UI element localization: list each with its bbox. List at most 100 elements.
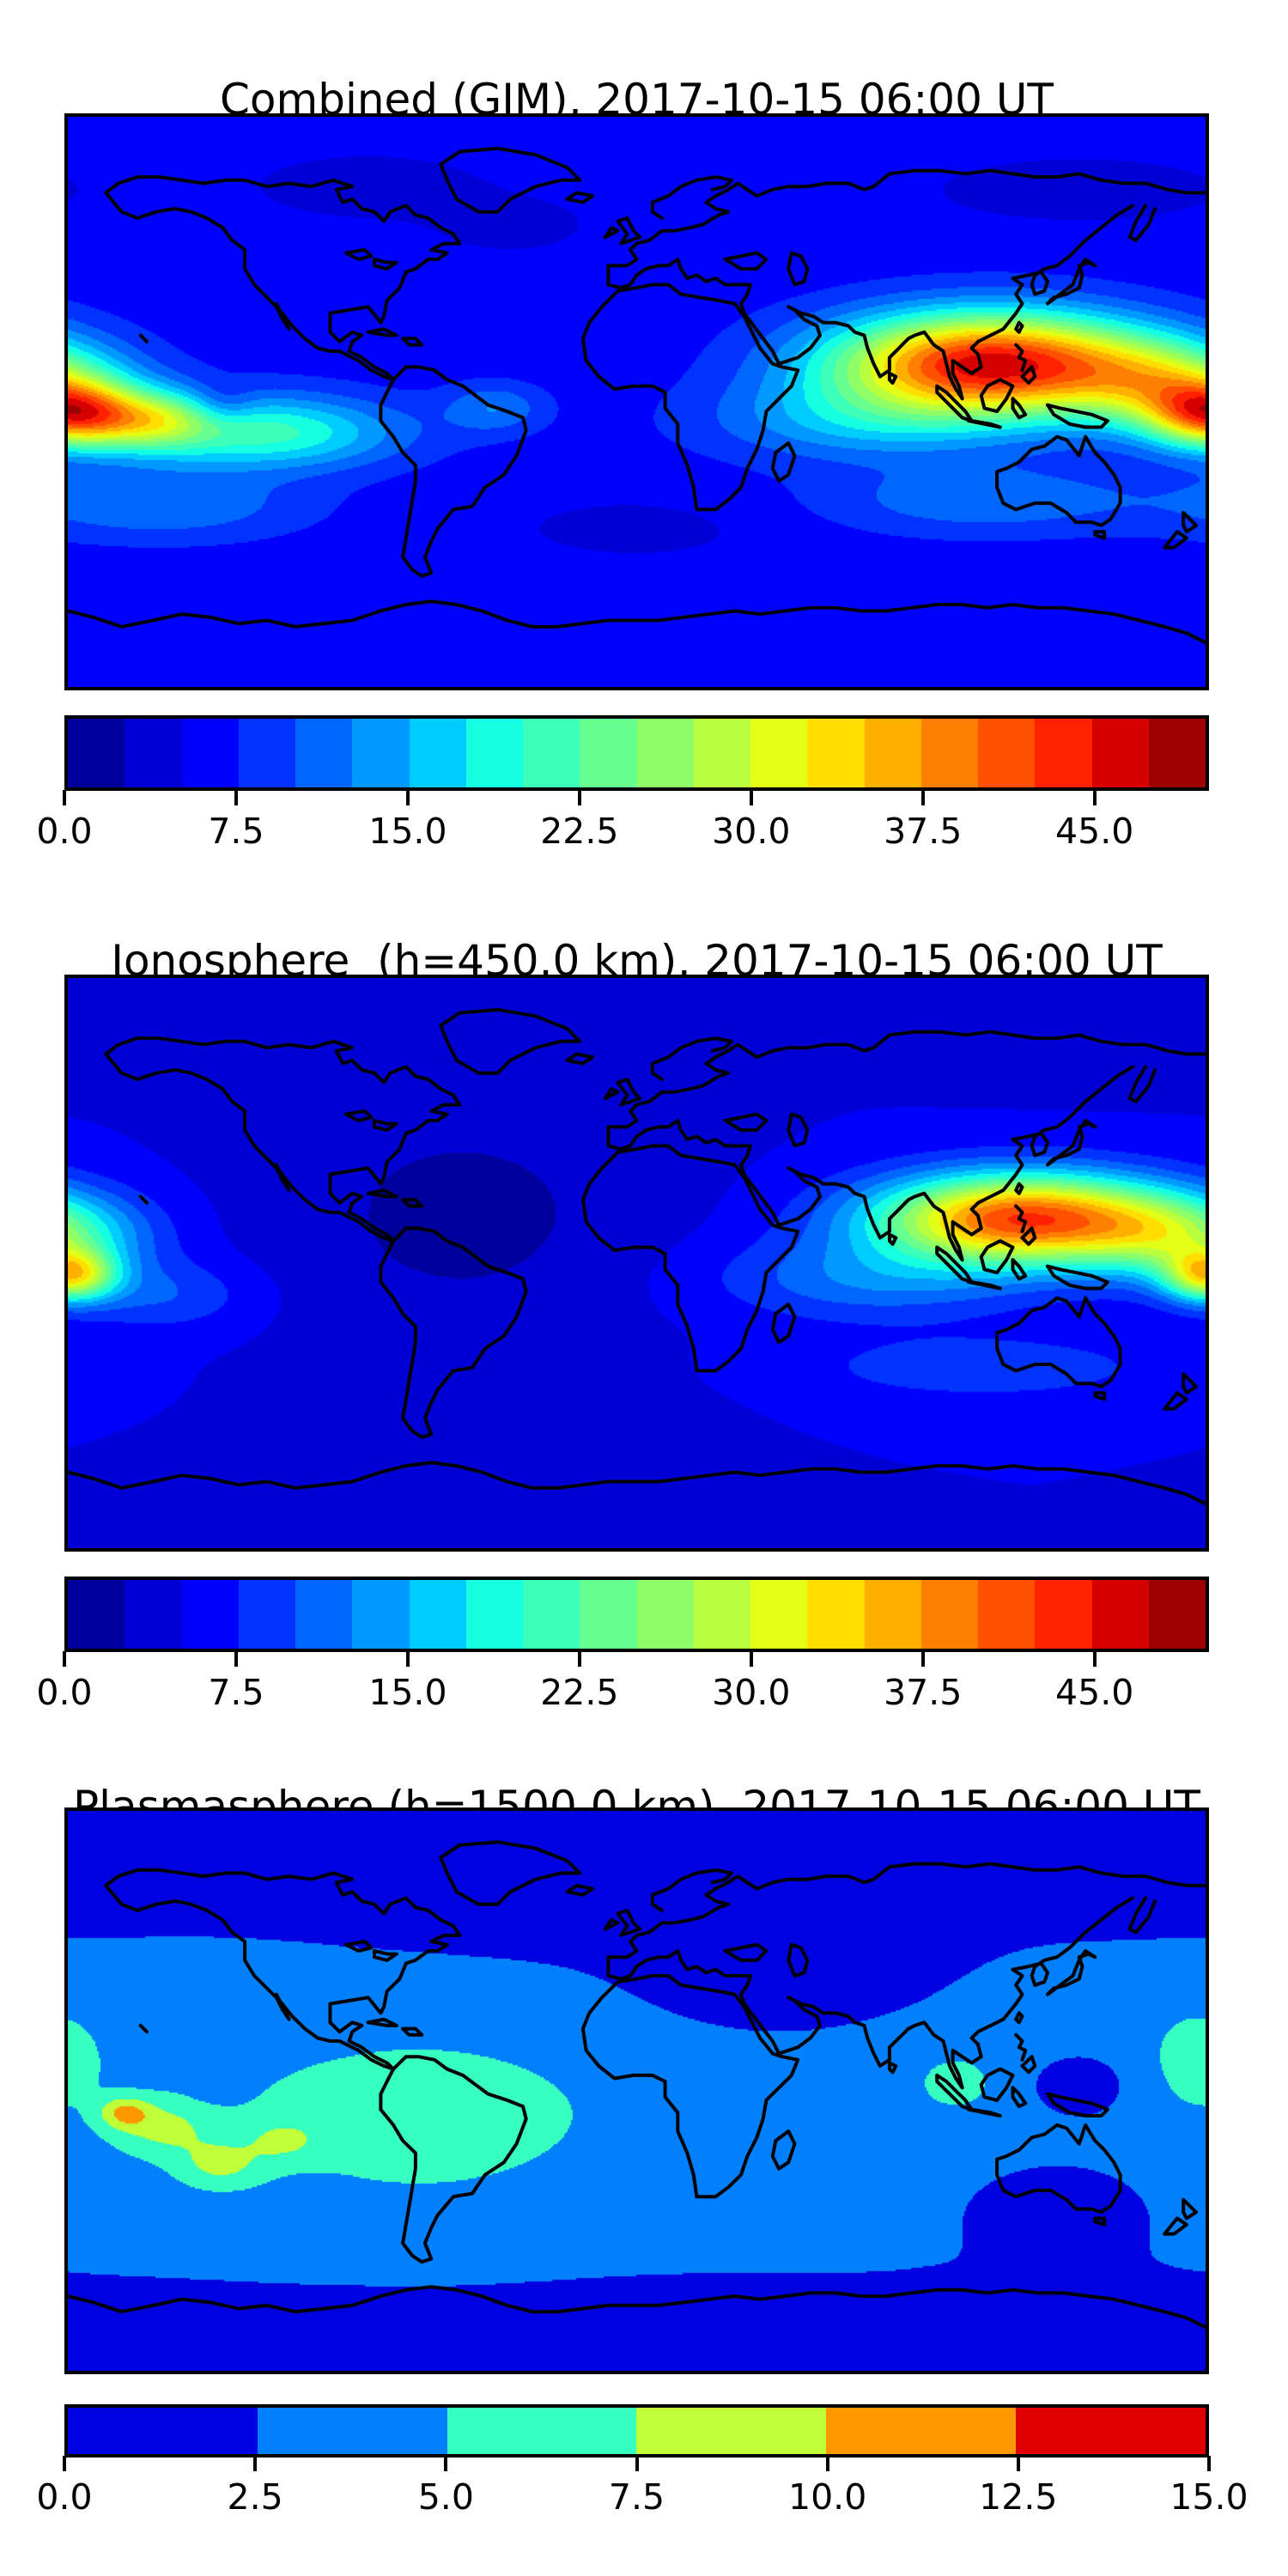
colorbar-segment: [1091, 719, 1149, 787]
colorbar-segment: [409, 1580, 466, 1649]
colorbar-segment: [181, 1580, 239, 1649]
colorbar-segment: [352, 1580, 410, 1649]
colorbar-segment: [693, 1580, 750, 1649]
coastline-path: [68, 146, 1206, 645]
colorbar-tick: [749, 790, 753, 805]
colorbar-segment: [1148, 1580, 1206, 1649]
colorbar-tick-label: 12.5: [979, 2476, 1058, 2518]
colorbar-tick-label: 7.5: [608, 2476, 665, 2518]
colorbar-segment: [920, 1580, 978, 1649]
colorbar-tick: [635, 2456, 639, 2471]
colorbar-tick-label: 7.5: [208, 811, 264, 852]
colorbar-tick: [63, 1651, 66, 1667]
colorbar-tick: [920, 790, 925, 805]
colorbar-tick: [1016, 2456, 1020, 2471]
colorbar-tick: [1092, 790, 1097, 805]
colorbar-tick-label: 22.5: [540, 1672, 619, 1713]
colorbar-segment: [978, 719, 1036, 787]
colorbar-tick-label: 15.0: [368, 811, 447, 852]
colorbar-tick-label: 30.0: [712, 1672, 791, 1713]
colorbar-segment: [125, 719, 182, 787]
colorbar-segment: [1035, 1580, 1092, 1649]
colorbar-segment: [750, 1580, 808, 1649]
colorbar-segment: [580, 1580, 637, 1649]
colorbar-segment: [181, 719, 239, 787]
colorbar-plasmasphere: [64, 2404, 1209, 2458]
colorbar-combined: [64, 715, 1209, 791]
colorbar-tick: [234, 1651, 238, 1667]
colorbar-tick: [63, 2456, 66, 2471]
colorbar-tick-label: 30.0: [712, 811, 791, 852]
colorbar-tick: [405, 790, 410, 805]
colorbar-tick-label: 0.0: [36, 1672, 93, 1713]
colorbar-tick: [825, 2456, 829, 2471]
coastline-path: [68, 1840, 1206, 2330]
colorbar-segment: [257, 2408, 447, 2454]
colorbar-tick-label: 2.5: [227, 2476, 283, 2518]
coastlines-overlay: [68, 1007, 1206, 1506]
colorbar-tick-label: 45.0: [1055, 811, 1134, 852]
colorbar-tick-label: 45.0: [1055, 1672, 1134, 1713]
colorbar-segment: [68, 719, 125, 787]
colorbar-segment: [1148, 719, 1206, 787]
colorbar-segment: [693, 719, 750, 787]
colorbar-tick-label: 37.5: [884, 1672, 963, 1713]
colorbar-segment: [1016, 2408, 1206, 2454]
coastlines-overlay: [68, 146, 1206, 645]
colorbar-segment: [636, 719, 694, 787]
colorbar-segment: [523, 719, 580, 787]
colorbar-segment: [352, 719, 410, 787]
colorbar-ionosphere: [64, 1577, 1209, 1652]
colorbar-segment: [409, 719, 466, 787]
colorbar-tick-label: 10.0: [788, 2476, 867, 2518]
colorbar-tick: [749, 1651, 753, 1667]
colorbar-segment: [1035, 719, 1092, 787]
colorbar-segment: [465, 719, 523, 787]
colorbar-segment: [807, 719, 865, 787]
colorbar-segment: [1091, 1580, 1149, 1649]
colorbar-tick-label: 15.0: [368, 1672, 447, 1713]
colorbar-segment: [750, 719, 808, 787]
colorbar-tick: [234, 790, 238, 805]
colorbar-tick: [1207, 2456, 1211, 2471]
colorbar-tick: [920, 1651, 925, 1667]
colorbar-segment: [978, 1580, 1036, 1649]
colorbar-segment: [125, 1580, 182, 1649]
map-combined: [64, 113, 1209, 690]
coastline-path: [68, 1007, 1206, 1506]
colorbar-segment: [68, 1580, 125, 1649]
colorbar-segment: [636, 2408, 827, 2454]
colorbar-tick-label: 7.5: [208, 1672, 264, 1713]
colorbar-tick: [253, 2456, 258, 2471]
colorbar-segment: [826, 2408, 1017, 2454]
colorbar-segment: [864, 719, 921, 787]
colorbar-tick: [1092, 1651, 1097, 1667]
colorbar-tick-label: 37.5: [884, 811, 963, 852]
colorbar-tick-label: 0.0: [36, 811, 93, 852]
colorbar-tick-label: 22.5: [540, 811, 619, 852]
colorbar-tick-label: 0.0: [36, 2476, 93, 2518]
colorbar-tick-label: 15.0: [1170, 2476, 1249, 2518]
colorbar-tick-label: 5.0: [417, 2476, 474, 2518]
colorbar-tick: [405, 1651, 410, 1667]
colorbar-segment: [523, 1580, 580, 1649]
colorbar-segment: [238, 719, 295, 787]
colorbar-segment: [580, 719, 637, 787]
colorbar-tick: [63, 790, 66, 805]
colorbar-axis-combined: 0.0 7.5 15.0 22.5 30.0 37.5 45.0: [36, 790, 1209, 857]
colorbar-axis-plasmasphere: 0.0 2.5 5.0 7.5 10.0 12.5 15.0: [36, 2456, 1249, 2523]
colorbar-segment: [864, 1580, 921, 1649]
colorbar-tick: [444, 2456, 448, 2471]
colorbar-segment: [295, 719, 353, 787]
coastlines-overlay: [68, 1840, 1206, 2330]
colorbar-segment: [68, 2408, 258, 2454]
colorbar-segment: [636, 1580, 694, 1649]
colorbar-segment: [295, 1580, 353, 1649]
colorbar-segment: [447, 2408, 637, 2454]
colorbar-segment: [807, 1580, 865, 1649]
colorbar-segment: [920, 719, 978, 787]
colorbar-tick: [577, 790, 581, 805]
colorbar-segment: [465, 1580, 523, 1649]
colorbar-segment: [238, 1580, 295, 1649]
